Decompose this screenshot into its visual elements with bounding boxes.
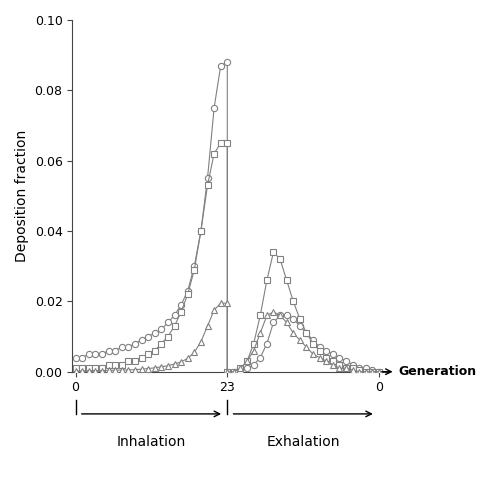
Text: Exhalation: Exhalation — [266, 435, 340, 449]
Text: Generation: Generation — [399, 365, 477, 378]
Y-axis label: Deposition fraction: Deposition fraction — [15, 130, 29, 262]
Text: Inhalation: Inhalation — [117, 435, 186, 449]
